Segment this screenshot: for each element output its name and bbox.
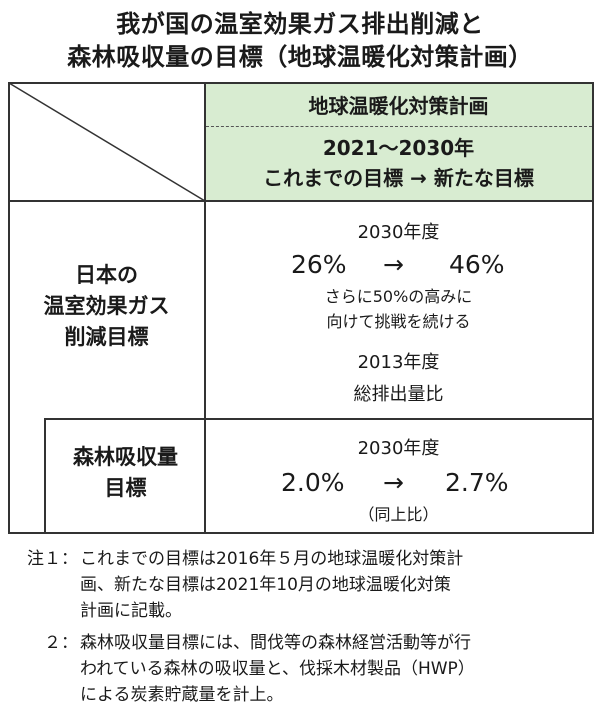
- forest-label-line: 目標: [104, 476, 147, 500]
- ghg-note-1: さらに50%の高みに: [324, 287, 473, 306]
- forest-year: 2030年度: [357, 438, 440, 459]
- note-line: 森林吸収量目標には、間伐等の森林経営活動等が行: [80, 633, 471, 653]
- table-border-bottom: [8, 532, 594, 534]
- note-line: による炭素貯蔵量を計上。: [80, 685, 284, 705]
- forest-to: 2.7%: [445, 468, 509, 497]
- title-line-1: 我が国の温室効果ガス排出削減と: [116, 10, 484, 38]
- ghg-to: 46%: [449, 250, 505, 279]
- note-2-label: ２：: [44, 633, 78, 653]
- ghg-label-line: 日本の: [75, 263, 138, 287]
- header-period: 2021～2030年: [322, 136, 475, 160]
- forest-ratio: （同上比）: [358, 505, 439, 524]
- forest-values: 2.0% → 2.7%: [205, 468, 592, 500]
- note-line: 画、新たな目標は2021年10月の地球温暖化対策: [80, 575, 451, 595]
- forest-from: 2.0%: [281, 468, 345, 497]
- header-dashed-divider: [206, 126, 592, 127]
- ghg-label-line: 温室効果ガス: [43, 294, 170, 318]
- table-border-top: [8, 82, 594, 84]
- corner-diagonal: [8, 82, 206, 202]
- note-1-text: これまでの目標は2016年５月の地球温暖化対策計 画、新たな目標は2021年10…: [80, 546, 596, 624]
- arrow-icon: →: [383, 250, 404, 279]
- ghg-label: 日本の 温室効果ガス 削減目標: [8, 260, 205, 353]
- note-1-label: 注１：: [27, 549, 78, 569]
- target-table: 地球温暖化対策計画 2021～2030年 これまでの目標 → 新たな目標 日本の…: [8, 82, 594, 534]
- note-line: これまでの目標は2016年５月の地球温暖化対策計: [80, 549, 464, 569]
- forest-label: 森林吸収量 目標: [46, 442, 205, 504]
- forest-indent-line: [44, 418, 46, 534]
- ghg-from: 26%: [291, 250, 347, 279]
- note-line: 計画に記載。: [80, 601, 182, 621]
- ghg-base-desc: 総排出量比: [353, 384, 444, 405]
- row-divider: [44, 418, 594, 420]
- title-line-2: 森林吸収量の目標（地球温暖化対策計画）: [67, 43, 533, 71]
- header-bottom-line: [8, 200, 594, 202]
- ghg-values: 26% → 46%: [205, 250, 592, 282]
- header-background: [205, 84, 592, 200]
- header-change: これまでの目標 → 新たな目標: [263, 166, 534, 190]
- column-divider: [204, 82, 206, 534]
- ghg-year: 2030年度: [357, 222, 440, 243]
- forest-label-line: 森林吸収量: [73, 445, 178, 469]
- note-2-text: 森林吸収量目標には、間伐等の森林経営活動等が行 われている森林の吸収量と、伐採木…: [80, 630, 596, 708]
- ghg-label-line: 削減目標: [64, 325, 149, 349]
- header-period-block: 2021～2030年 これまでの目標 → 新たな目標: [205, 133, 592, 193]
- table-border-left: [8, 82, 10, 534]
- arrow-icon: →: [383, 468, 404, 497]
- note-line: われている森林の吸収量と、伐採木材製品（HWP）: [80, 659, 475, 679]
- header-plan: 地球温暖化対策計画: [308, 94, 489, 118]
- ghg-note-2: 向けて挑戦を続ける: [326, 312, 471, 331]
- ghg-base-year: 2013年度: [357, 352, 440, 373]
- table-border-right: [592, 82, 594, 534]
